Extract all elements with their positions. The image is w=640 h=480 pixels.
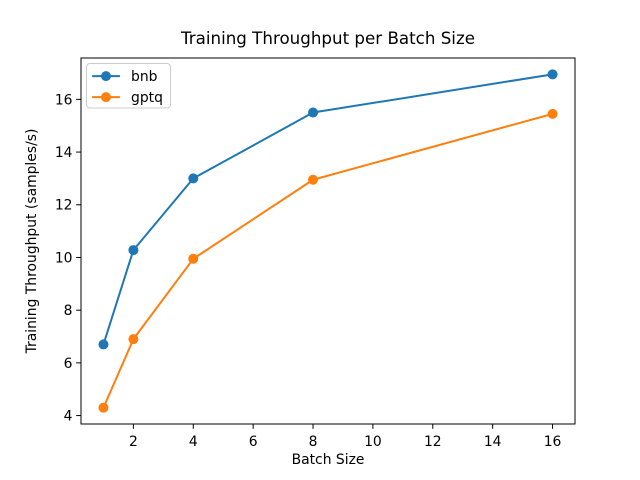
series-marker-bnb-8 <box>308 107 319 118</box>
x-tick-label-12: 12 <box>424 434 442 450</box>
series-marker-gptq-1 <box>98 402 109 413</box>
chart-title: Training Throughput per Batch Size <box>180 28 475 48</box>
y-tick-label-6: 6 <box>64 356 73 372</box>
series-marker-gptq-4 <box>188 253 199 264</box>
series-marker-bnb-1 <box>98 339 109 350</box>
x-tick-label-16: 16 <box>544 434 562 450</box>
y-tick-label-14: 14 <box>55 145 73 161</box>
legend-label-bnb: bnb <box>131 69 158 85</box>
y-axis-label: Training Throughput (samples/s) <box>24 129 40 355</box>
series-marker-gptq-16 <box>547 108 558 119</box>
x-tick-label-14: 14 <box>484 434 502 450</box>
y-tick-label-16: 16 <box>55 92 73 108</box>
x-tick-label-8: 8 <box>309 434 318 450</box>
x-tick-label-6: 6 <box>249 434 258 450</box>
series-marker-bnb-4 <box>188 173 199 184</box>
y-tick-label-10: 10 <box>55 250 73 266</box>
y-tick-label-12: 12 <box>55 198 73 214</box>
series-line-bnb <box>102 73 553 345</box>
legend-marker-bnb <box>101 71 111 82</box>
series-marker-bnb-16 <box>547 69 558 80</box>
legend-label-gptq: gptq <box>131 90 163 106</box>
x-axis-label: Batch Size <box>292 452 365 468</box>
x-tick-label-4: 4 <box>189 434 198 450</box>
plot-frame <box>80 57 576 425</box>
legend-marker-gptq <box>101 92 111 103</box>
series-marker-gptq-2 <box>128 334 139 345</box>
series-line-gptq <box>102 112 553 409</box>
series-marker-gptq-8 <box>308 174 319 185</box>
x-tick-label-2: 2 <box>129 434 138 450</box>
y-tick-label-8: 8 <box>64 303 73 319</box>
y-tick-label-4: 4 <box>64 408 73 424</box>
x-tick-label-10: 10 <box>364 434 382 450</box>
series-marker-bnb-2 <box>128 245 139 256</box>
